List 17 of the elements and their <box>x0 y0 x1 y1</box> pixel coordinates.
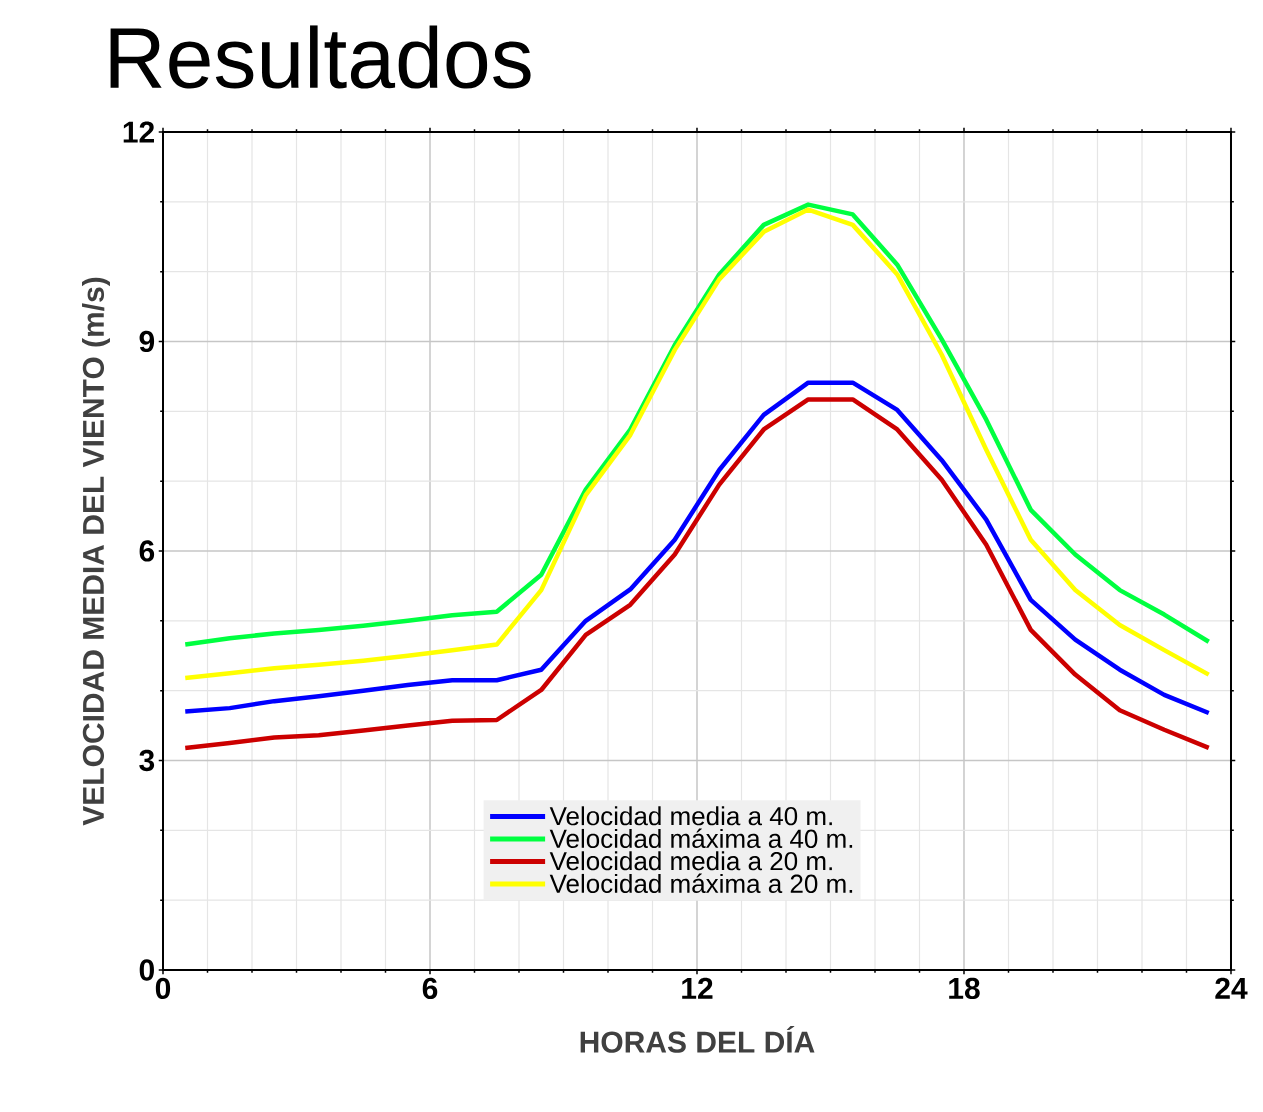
y-tick-label: 3 <box>139 749 155 772</box>
legend-label: Velocidad máxima a 40 m. <box>549 828 853 849</box>
chart-title: Resultados <box>110 25 531 89</box>
x-tick-label: 18 <box>949 977 980 1000</box>
x-tick-label: 24 <box>1215 977 1248 999</box>
legend-label: Velocidad media a 20 m. <box>549 851 832 871</box>
y-tick-label: 12 <box>123 121 154 143</box>
y-tick-label: 9 <box>139 330 155 353</box>
y-axis-title: VELOCIDAD MEDIA DEL VIENTO (m/s) <box>82 277 110 826</box>
y-tick-label: 6 <box>139 540 155 562</box>
x-tick-label: 6 <box>422 977 438 1000</box>
x-tick-label: 12 <box>682 977 713 999</box>
x-axis-title: HORAS DEL DÍA <box>580 1025 815 1053</box>
legend-label: Velocidad media a 40 m. <box>549 806 832 826</box>
y-tick-label: 0 <box>139 959 154 981</box>
x-tick-label: 0 <box>155 977 171 1000</box>
legend-label: Velocidad máxima a 20 m. <box>549 873 853 893</box>
